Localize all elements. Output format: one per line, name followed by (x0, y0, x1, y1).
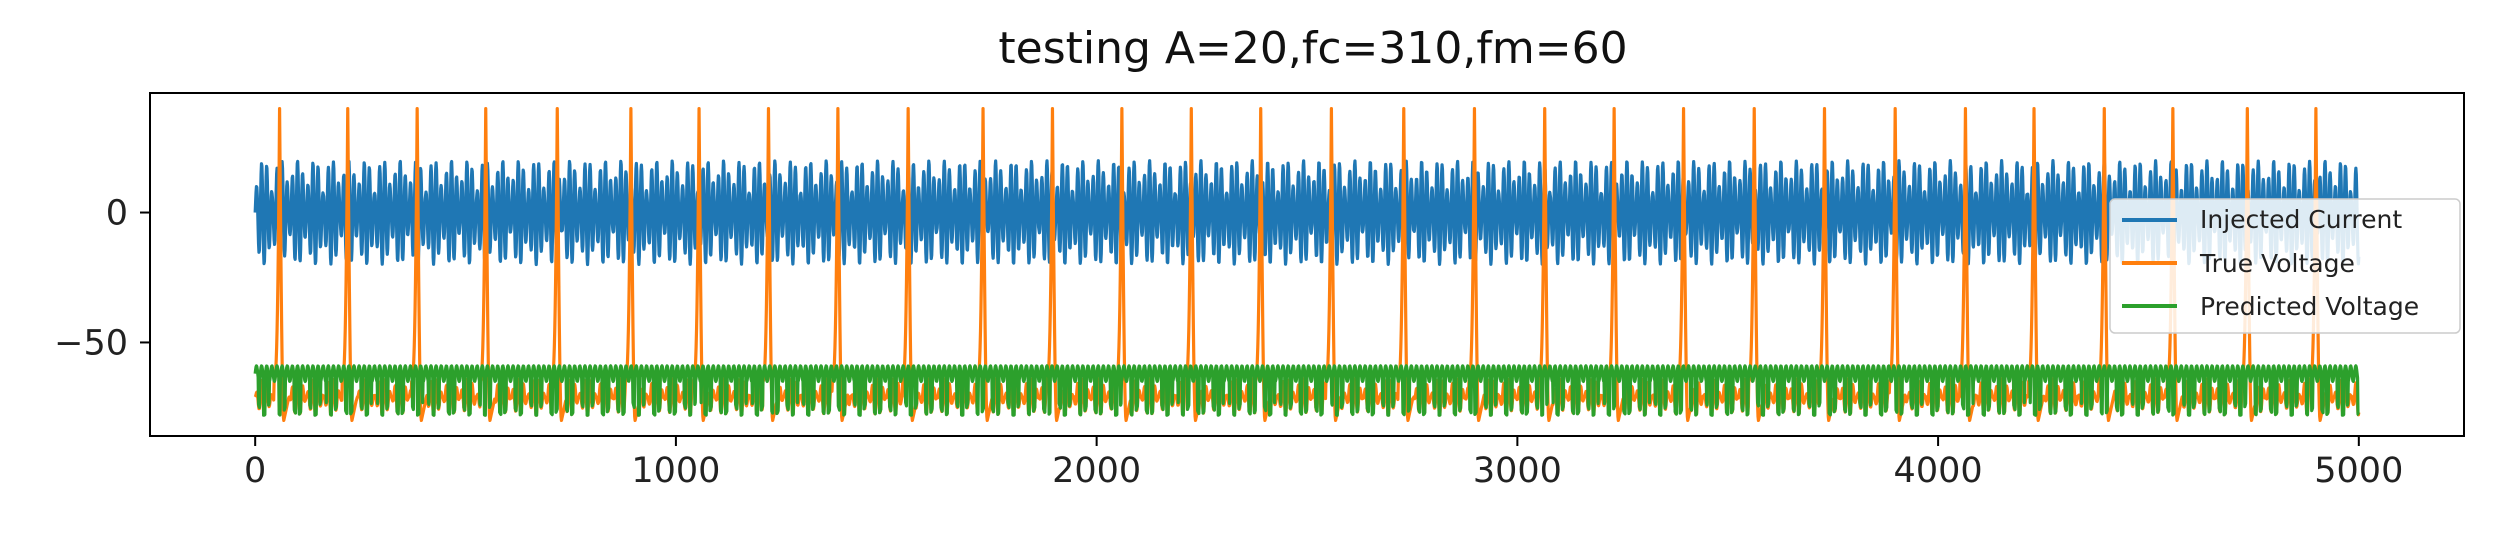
legend-label-true-voltage: True Voltage (2199, 249, 2355, 278)
chart-title: testing A=20,fc=310,fm=60 (998, 23, 1627, 74)
legend-label-predicted-voltage: Predicted Voltage (2200, 292, 2419, 321)
legend: Injected Current True Voltage Predicted … (2109, 198, 2461, 334)
legend-box (2109, 198, 2461, 334)
x-tick-label: 5000 (2314, 451, 2403, 491)
x-axis: 0 1000 2000 3000 4000 5000 (244, 436, 2403, 491)
y-tick-label: −50 (54, 323, 128, 363)
x-tick-label: 3000 (1473, 451, 1562, 491)
x-tick-label: 4000 (1894, 451, 1983, 491)
plot-frame (149, 92, 2465, 437)
series-predicted-voltage (253, 364, 2360, 417)
x-tick-label: 0 (244, 451, 266, 491)
series-injected-current (253, 158, 2361, 267)
x-tick-label: 1000 (631, 451, 720, 491)
y-tick-label: 0 (106, 194, 128, 234)
y-axis: 0 −50 (54, 194, 150, 363)
legend-label-injected-current: Injected Current (2200, 205, 2402, 234)
x-tick-label: 2000 (1052, 451, 1141, 491)
series-layer (253, 106, 2361, 423)
